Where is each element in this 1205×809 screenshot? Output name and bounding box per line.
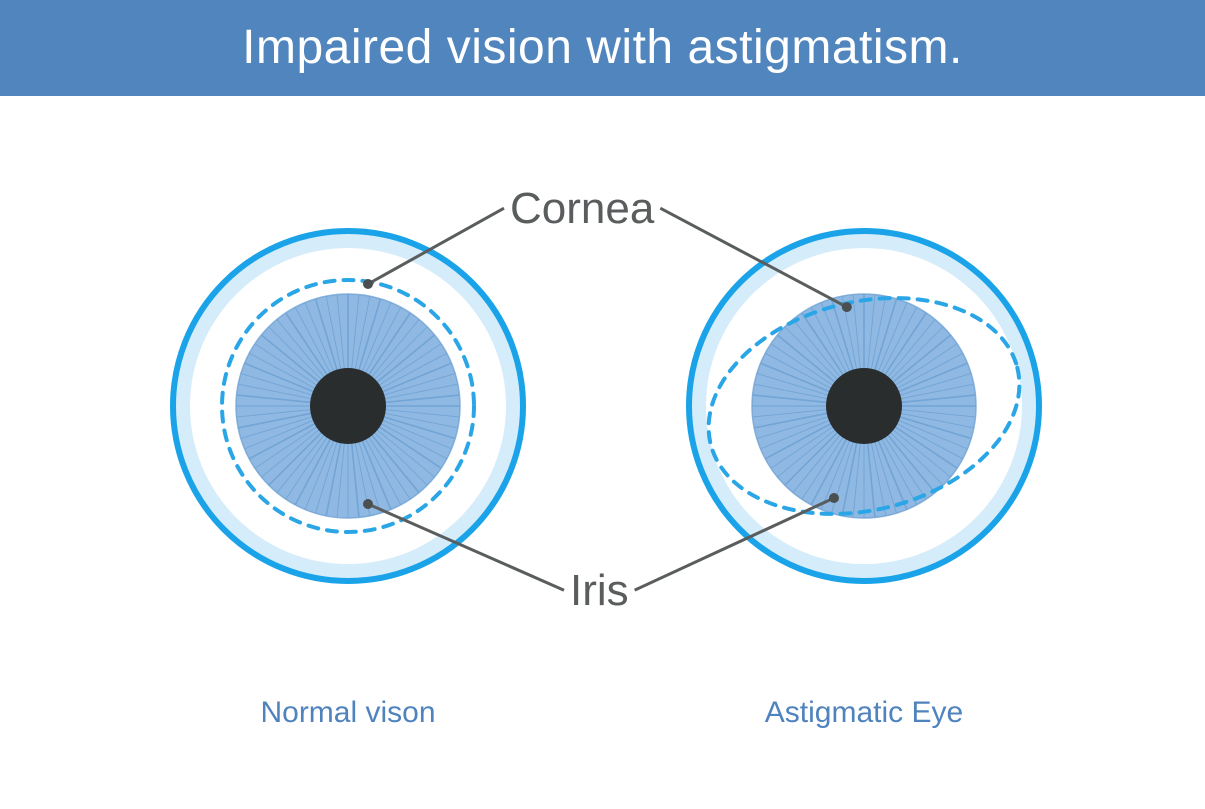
iris-label: Iris bbox=[570, 566, 629, 616]
cornea-label: Cornea bbox=[510, 184, 654, 234]
title-text: Impaired vision with astigmatism. bbox=[242, 21, 963, 74]
astigmatic-caption: Astigmatic Eye bbox=[765, 696, 963, 730]
normal-caption: Normal vison bbox=[260, 696, 435, 730]
diagram-stage: Cornea Iris Normal vison Astigmatic Eye bbox=[0, 96, 1205, 809]
title-banner: Impaired vision with astigmatism. bbox=[0, 0, 1205, 96]
